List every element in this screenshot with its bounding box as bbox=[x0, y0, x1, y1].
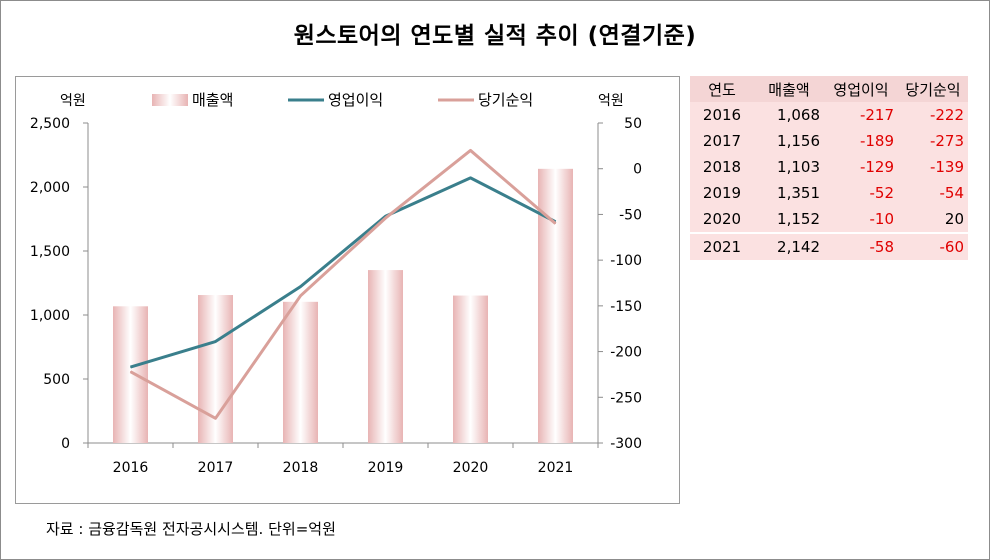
table-cell: 1,103 bbox=[754, 154, 824, 180]
table-cell: -189 bbox=[824, 128, 898, 154]
net-income-point-2021 bbox=[555, 223, 556, 225]
table-cell: -273 bbox=[898, 128, 968, 154]
legend-revenue-label: 매출액 bbox=[192, 91, 233, 109]
net-income-point-2020 bbox=[470, 149, 471, 151]
table-cell: 2,142 bbox=[754, 232, 824, 260]
table-cell: -129 bbox=[824, 154, 898, 180]
table-cell: -58 bbox=[824, 232, 898, 260]
table-cell: -54 bbox=[898, 180, 968, 206]
table-row: 2018 1,103 -129 -139 bbox=[690, 154, 968, 180]
left-axis-tick-label: 1,000 bbox=[30, 308, 70, 324]
operating-profit-point-2020 bbox=[470, 177, 471, 179]
table-row: 2017 1,156 -189 -273 bbox=[690, 128, 968, 154]
table-cell: 2016 bbox=[690, 102, 754, 128]
bar-revenue-2018 bbox=[283, 301, 318, 443]
x-axis-tick-label: 2021 bbox=[538, 460, 574, 476]
x-axis-tick-label: 2020 bbox=[453, 460, 489, 476]
legend-net-income-label: 당기순익 bbox=[478, 91, 533, 109]
table-cell: -10 bbox=[824, 206, 898, 233]
right-axis-tick-label: -150 bbox=[610, 299, 642, 315]
right-axis-tick-label: 0 bbox=[633, 162, 642, 178]
summary-table: 연도 매출액 영업이익 당기순익 2016 1,068 -217 -222 2017 1,… bbox=[690, 76, 968, 260]
x-axis-tick-label: 2018 bbox=[283, 460, 319, 476]
net-income-point-2018 bbox=[300, 295, 301, 297]
x-axis-tick-label: 2016 bbox=[113, 460, 149, 476]
table-cell: 1,152 bbox=[754, 206, 824, 233]
net-income-line bbox=[129, 148, 557, 420]
table-row: 2019 1,351 -52 -54 bbox=[690, 180, 968, 206]
chart-container: 0 500 1,000 1,500 2,000 2,500 -300 -250 -200 -150… bbox=[15, 76, 680, 504]
table-header-row: 연도 매출액 영업이익 당기순익 bbox=[690, 76, 968, 102]
page-title: 원스토어의 연도별 실적 추이 (연결기준) bbox=[293, 23, 697, 49]
table-cell: 1,351 bbox=[754, 180, 824, 206]
table-cell: 20 bbox=[898, 206, 968, 233]
table-cell: 1,156 bbox=[754, 128, 824, 154]
bar-revenue-2017 bbox=[198, 295, 233, 443]
operating-profit-point-2018 bbox=[300, 286, 301, 288]
right-axis-tick-label: -250 bbox=[610, 390, 642, 406]
table-cell: 2019 bbox=[690, 180, 754, 206]
table-header-cell: 영업이익 bbox=[824, 76, 898, 102]
right-axis-tick-label: -300 bbox=[610, 436, 642, 452]
x-axis-tick-label: 2017 bbox=[198, 460, 234, 476]
x-axis-tick-label: 2019 bbox=[368, 460, 404, 476]
table-cell: 2021 bbox=[690, 232, 754, 260]
table-row: 2016 1,068 -217 -222 bbox=[690, 102, 968, 128]
right-axis-tick-label: -200 bbox=[610, 345, 642, 361]
right-axis-tick-label: -50 bbox=[619, 207, 642, 223]
table-cell: 2017 bbox=[690, 128, 754, 154]
legend-revenue-swatch bbox=[152, 94, 188, 106]
table-header-cell: 연도 bbox=[690, 76, 754, 102]
net-income-point-2016 bbox=[130, 371, 131, 373]
net-income-point-2019 bbox=[385, 217, 386, 219]
operating-profit-line bbox=[130, 176, 557, 369]
table-cell: 2020 bbox=[690, 206, 754, 233]
left-axis-tick-label: 1,500 bbox=[30, 244, 70, 260]
combo-chart: 05001,0001,5002,0002,500-300-250-200-150… bbox=[30, 91, 642, 476]
right-axis-tick-label: 50 bbox=[624, 116, 642, 132]
right-axis-tick-label: -100 bbox=[610, 253, 642, 269]
table-cell: 2018 bbox=[690, 154, 754, 180]
left-axis-unit-label: 억원 bbox=[60, 93, 86, 109]
table-header-cell: 매출액 bbox=[754, 76, 824, 102]
table-cell: 1,068 bbox=[754, 102, 824, 128]
table-cell: -60 bbox=[898, 232, 968, 260]
bar-revenue-2016 bbox=[113, 306, 148, 443]
right-axis-unit-label: 억원 bbox=[598, 93, 624, 109]
bar-revenue-2020 bbox=[453, 295, 488, 443]
left-axis-tick-label: 0 bbox=[61, 436, 70, 452]
operating-profit-point-2016 bbox=[130, 366, 131, 368]
table-header-cell: 당기순익 bbox=[898, 76, 968, 102]
left-axis-tick-label: 2,500 bbox=[30, 116, 70, 132]
operating-profit-point-2017 bbox=[215, 341, 216, 343]
table-row: 2020 1,152 -10 20 bbox=[690, 206, 968, 233]
table-cell: -139 bbox=[898, 154, 968, 180]
legend-operating-profit-label: 영업이익 bbox=[328, 91, 383, 109]
source-note: 자료 : 금융감독원 전자공시시스템. 단위=억원 bbox=[46, 520, 336, 538]
table-row: 2021 2,142 -58 -60 bbox=[690, 232, 968, 260]
net-income-point-2017 bbox=[215, 417, 216, 419]
table-cell: -52 bbox=[824, 180, 898, 206]
left-axis-tick-label: 500 bbox=[43, 372, 70, 388]
left-axis-tick-label: 2,000 bbox=[30, 180, 70, 196]
table-cell: -222 bbox=[898, 102, 968, 128]
bar-revenue-2019 bbox=[368, 270, 403, 443]
bar-revenue-2021 bbox=[538, 168, 573, 443]
table-cell: -217 bbox=[824, 102, 898, 128]
